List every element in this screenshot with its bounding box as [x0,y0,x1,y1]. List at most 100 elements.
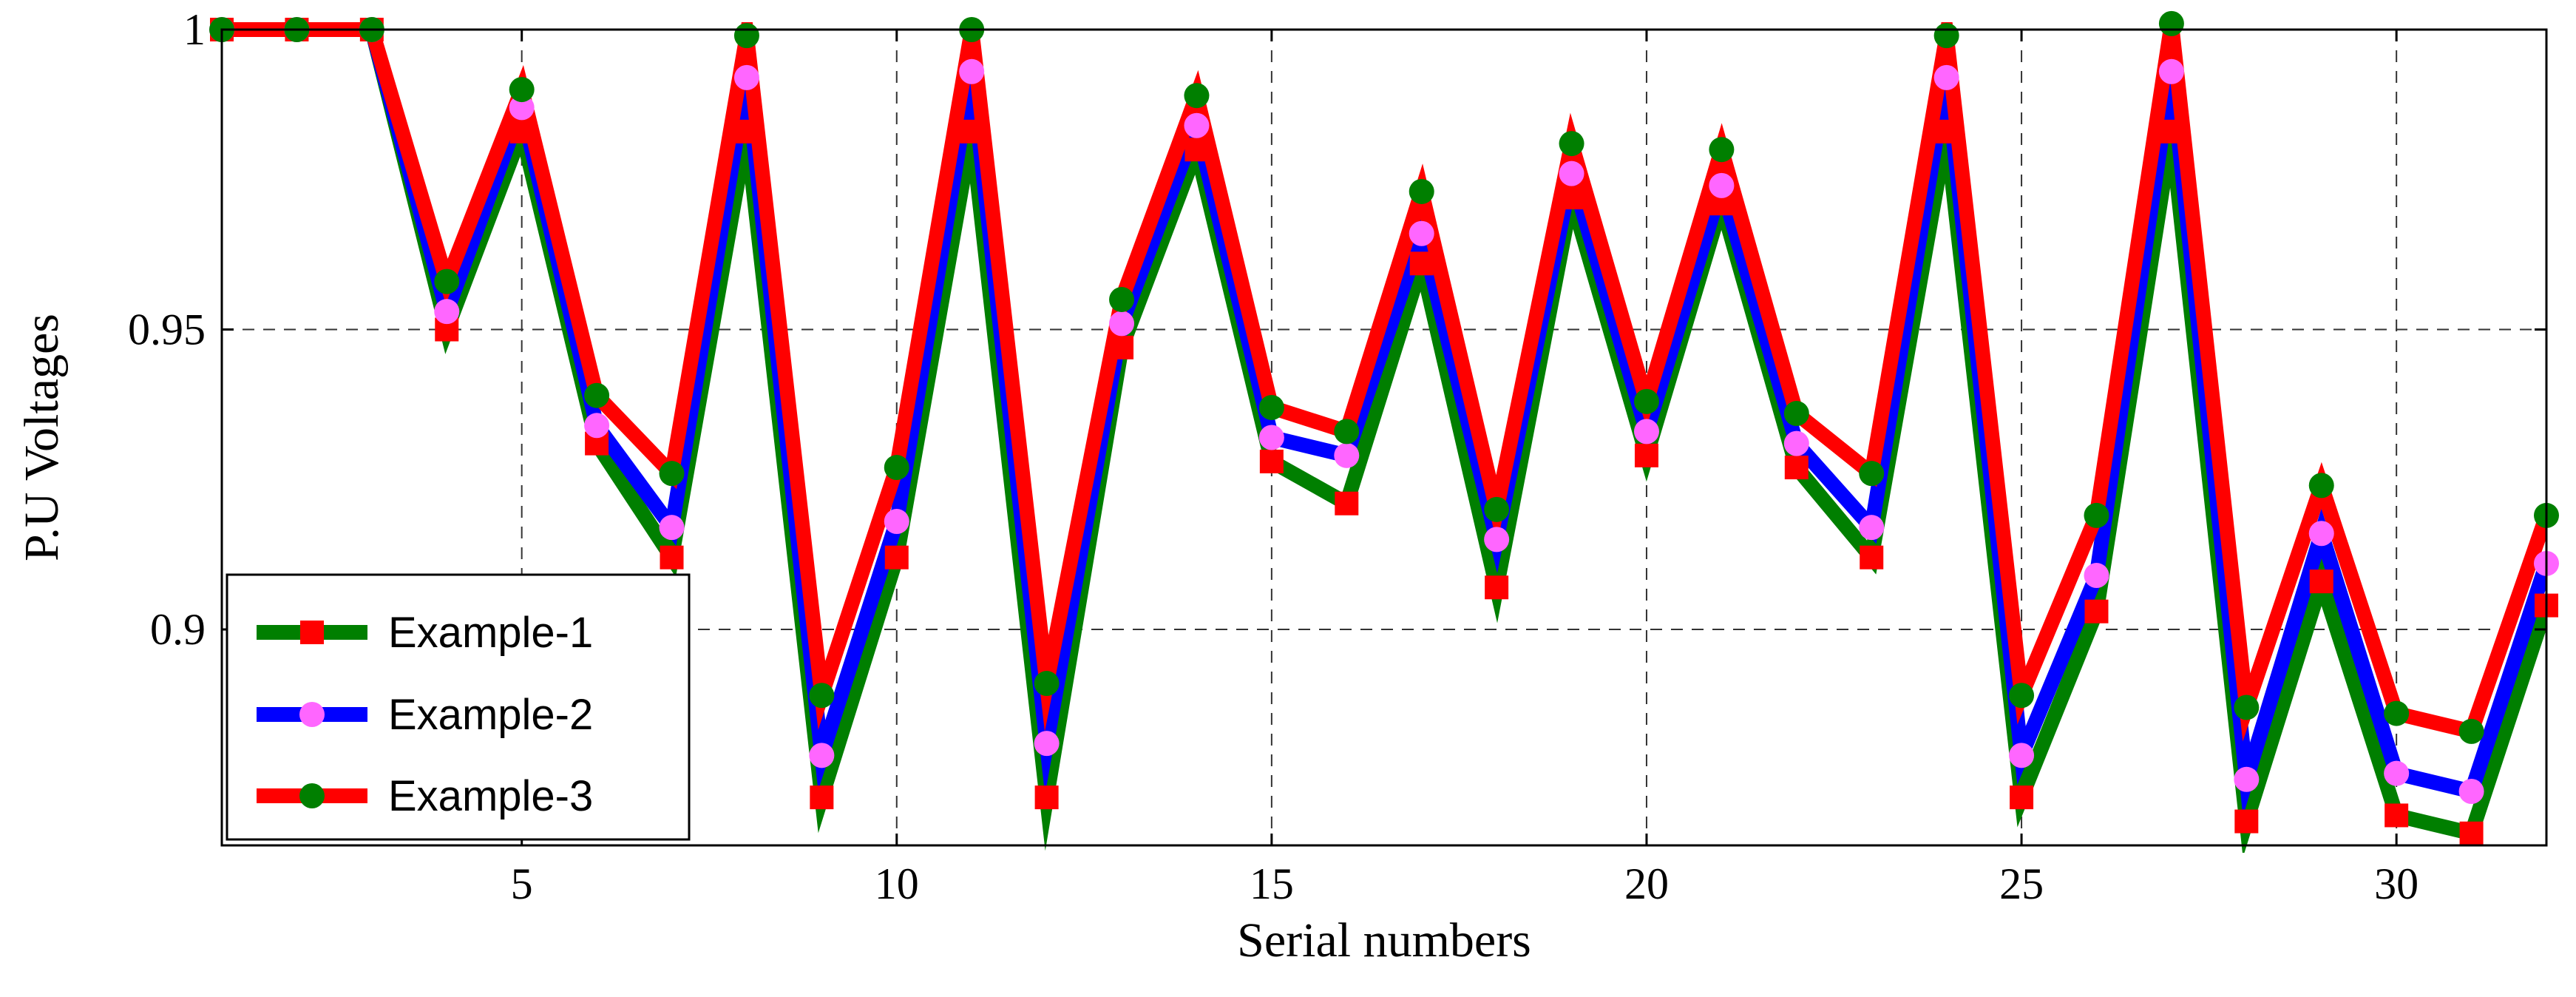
series-3-point [1334,419,1360,445]
series-3-point [509,77,535,103]
series-3-point [1933,23,1959,49]
y-tick-label: 0.95 [128,305,206,354]
series-2-point [884,509,909,535]
series-3-point [659,461,685,487]
x-axis-label: Serial numbers [1237,913,1531,967]
series-3-point [1633,388,1659,414]
series-line-1 [222,22,2546,853]
series-1-point [1259,449,1284,473]
series-3-point [1109,286,1135,312]
series-3-point [434,268,460,294]
series-1-point [509,119,534,143]
series-1-point [734,119,759,143]
x-tick-label: 10 [875,859,919,908]
series-3-point [1559,131,1584,157]
series-3-point [733,23,759,49]
series-1-point [810,785,834,810]
series-2-point [1109,311,1135,337]
series-2-point [2158,58,2184,84]
legend-label: Example-3 [388,772,593,820]
y-tick-label: 1 [183,5,206,54]
series-1-point [2309,570,2333,594]
series-2-point [809,743,835,768]
series-line-3 [222,22,2546,742]
series-3-point [809,683,835,709]
series-1-point [1184,138,1209,162]
series-1-point [2010,785,2034,810]
series-1-point [660,545,684,570]
series-3-point [2009,683,2035,709]
y-tick-label: 0.9 [150,605,206,654]
x-tick-label: 20 [1624,859,1669,908]
series-3-point [2234,694,2260,720]
legend-swatch-marker [299,783,325,808]
series-1-point [1110,335,1134,359]
series-1-point [1409,251,1434,276]
series-2-point [1859,515,1885,541]
series-lines [222,22,2546,853]
series-2-point [2458,779,2484,805]
x-tick-label: 15 [1250,859,1294,908]
series-3-point [1859,461,1885,487]
series-1-point [1485,575,1509,600]
series-2-point [1409,220,1434,246]
series-2-point [1258,425,1284,450]
series-3-point [2084,502,2109,528]
series-1-point [2459,821,2484,845]
series-3-point [2384,700,2410,726]
series-1-point [1860,545,1884,570]
series-1-point [1934,119,1959,143]
axis-ticks: 5 10 15 20 25 30 0.9 0.95 1 [128,5,2546,908]
series-1-point [884,545,909,570]
series-2-point [2308,521,2334,547]
series-2-point [584,413,610,439]
series-2-point [1034,731,1060,757]
series-1-point [1335,491,1359,516]
series-2-point [733,64,759,90]
legend-swatch-marker [299,702,325,727]
legend-label: Example-1 [388,609,593,657]
series-2-point [2009,743,2035,768]
series-3-point [1184,83,1210,109]
series-1-point [1784,456,1809,480]
series-3-point [1484,496,1510,522]
legend: Example-1 Example-2 Example-3 [226,573,691,841]
plot-area [209,10,2559,853]
series-2-point [2234,766,2260,792]
series-3-point [2308,473,2334,498]
series-2-point [1559,160,1584,186]
series-3-point [1034,671,1060,697]
series-markers [209,10,2559,845]
series-3-point [2158,10,2184,36]
series-2-point [659,515,685,541]
series-2-point [2384,760,2410,786]
series-2-point [509,95,535,121]
x-tick-label: 30 [2374,859,2419,908]
series-2-point [1184,112,1210,138]
series-2-point [1633,419,1659,445]
series-2-point [1783,430,1809,456]
legend-label: Example-2 [388,691,593,739]
series-2-point [1334,442,1360,468]
series-2-point [1709,172,1735,198]
series-2-point [2084,563,2109,589]
x-tick-label: 5 [511,859,533,908]
series-line-2 [222,22,2546,817]
series-1-point [2234,809,2259,834]
series-1-point [960,119,984,143]
x-tick-label: 25 [1999,859,2044,908]
series-2-point [1484,527,1510,552]
series-3-point [2458,718,2484,744]
series-3-point [1409,178,1434,204]
series-2-point [959,58,985,84]
series-3-point [1783,401,1809,427]
legend-swatch-marker [300,621,324,644]
series-1-point [1559,186,1584,210]
series-1-point [2159,119,2183,143]
series-3-point [1258,394,1284,420]
series-1-point [1034,785,1059,810]
series-1-point [1634,443,1658,467]
series-1-point [2385,803,2409,828]
plot-frame [220,28,2548,847]
